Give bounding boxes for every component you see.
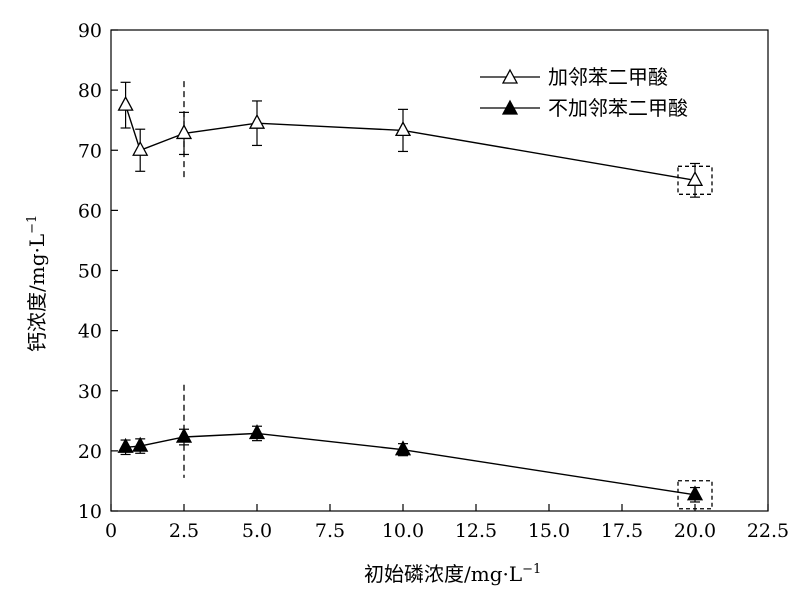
y-tick-label-1: 20 [78,441,102,463]
x-tick-label-0: 0 [105,520,117,542]
y-tick-label-2: 30 [78,381,102,403]
x-tick-label-7: 17.5 [601,520,643,542]
series-1-point-5 [686,170,704,186]
legend-marker-series-1 [501,68,519,84]
y-tick-label-6: 70 [78,140,102,162]
series-2-point-4 [394,440,412,456]
y-axis-label-text: 钙浓度/mg·L [25,234,49,352]
x-tick-label-6: 15.0 [528,520,570,542]
x-tick-label-2: 5.0 [242,520,272,542]
x-axis-label: 初始磷浓度/mg·L−1 [364,562,541,586]
y-axis-label-sup: −1 [25,215,40,234]
y-tick-label-3: 40 [78,321,102,343]
series-layer [117,81,704,503]
series-2-point-0 [117,437,134,453]
series-2-point-1 [132,436,149,452]
y-tick-label-8: 90 [78,20,102,42]
series-1-line [124,104,696,181]
y-axis-label: 钙浓度/mg·L−1 [25,215,49,352]
series-2-point-3 [248,424,266,440]
reference-markers [183,81,713,510]
x-tick-label-9: 22.5 [747,520,789,542]
x-tick-label-5: 12.5 [455,520,497,542]
x-tick-label-3: 7.5 [315,520,345,542]
series-2-point-5 [686,485,704,501]
y-tick-label-4: 50 [78,261,102,283]
series-1 [117,81,704,198]
legend: 加邻苯二甲酸 不加邻苯二甲酸 [480,65,688,120]
x-tick-label-4: 10.0 [382,520,424,542]
y-tick-label-0: 10 [78,501,102,523]
series-1-point-2 [175,124,193,140]
series-1-point-1 [132,140,149,156]
series-1-point-4 [394,121,412,137]
legend-label-series-2: 不加邻苯二甲酸 [548,96,688,120]
axis-ticks: 0 2.5 5.0 7.5 10.0 12.5 15.0 17.5 20.0 22.5 10 20 30… [78,20,789,542]
highlight-box-2 [677,480,713,510]
series-1-point-3 [248,113,266,129]
x-axis-label-text: 初始磷浓度/mg·L [364,562,522,586]
series-2-point-2 [175,427,193,443]
y-tick-label-5: 60 [78,200,102,222]
series-2-line [125,432,696,496]
legend-marker-series-2 [501,99,519,115]
x-axis-label-sup: −1 [522,562,541,577]
x-tick-label-8: 20.0 [674,520,716,542]
x-tick-label-1: 2.5 [169,520,199,542]
legend-label-series-1: 加邻苯二甲酸 [548,65,668,89]
series-1-point-0 [117,95,134,111]
series-2 [117,424,704,503]
y-tick-label-7: 80 [78,80,102,102]
